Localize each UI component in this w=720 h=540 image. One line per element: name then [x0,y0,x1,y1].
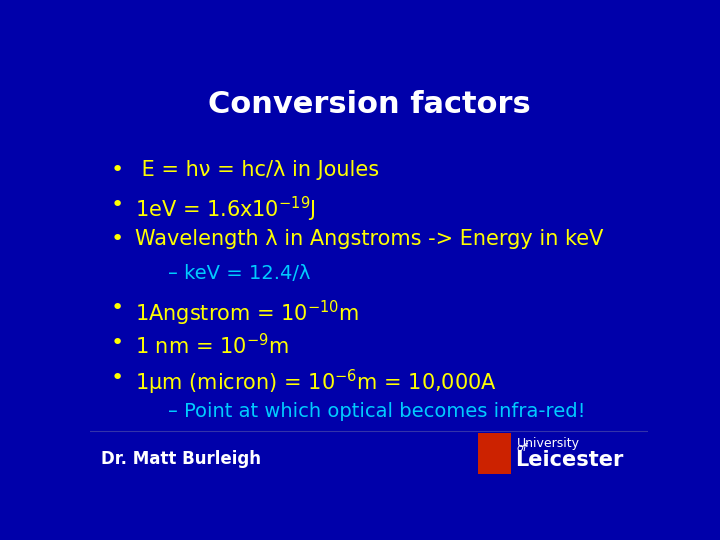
Text: •: • [110,333,124,353]
Text: 1μm (micron) = 10$^{-6}$m = 10,000A: 1μm (micron) = 10$^{-6}$m = 10,000A [135,368,497,397]
Text: – keV = 12.4/λ: – keV = 12.4/λ [168,264,310,283]
Text: •: • [110,230,124,249]
Text: •: • [110,195,124,215]
Text: University: University [517,437,580,450]
Text: – Point at which optical becomes infra-red!: – Point at which optical becomes infra-r… [168,402,585,421]
Text: •: • [110,160,124,180]
Text: Leicester: Leicester [516,450,624,470]
Text: 1Angstrom = 10$^{-10}$m: 1Angstrom = 10$^{-10}$m [135,299,359,328]
Text: •: • [110,368,124,388]
Text: 1eV = 1.6x10$^{-19}$J: 1eV = 1.6x10$^{-19}$J [135,195,315,224]
FancyBboxPatch shape [478,433,511,474]
Text: Dr. Matt Burleigh: Dr. Matt Burleigh [101,450,261,468]
Text: E = hν = hc/λ in Joules: E = hν = hc/λ in Joules [135,160,379,180]
Text: 1 nm = 10$^{-9}$m: 1 nm = 10$^{-9}$m [135,333,288,358]
Text: Wavelength λ in Angstroms -> Energy in keV: Wavelength λ in Angstroms -> Energy in k… [135,230,603,249]
Text: •: • [110,299,124,319]
Text: Conversion factors: Conversion factors [207,90,531,119]
Text: of: of [517,443,528,453]
